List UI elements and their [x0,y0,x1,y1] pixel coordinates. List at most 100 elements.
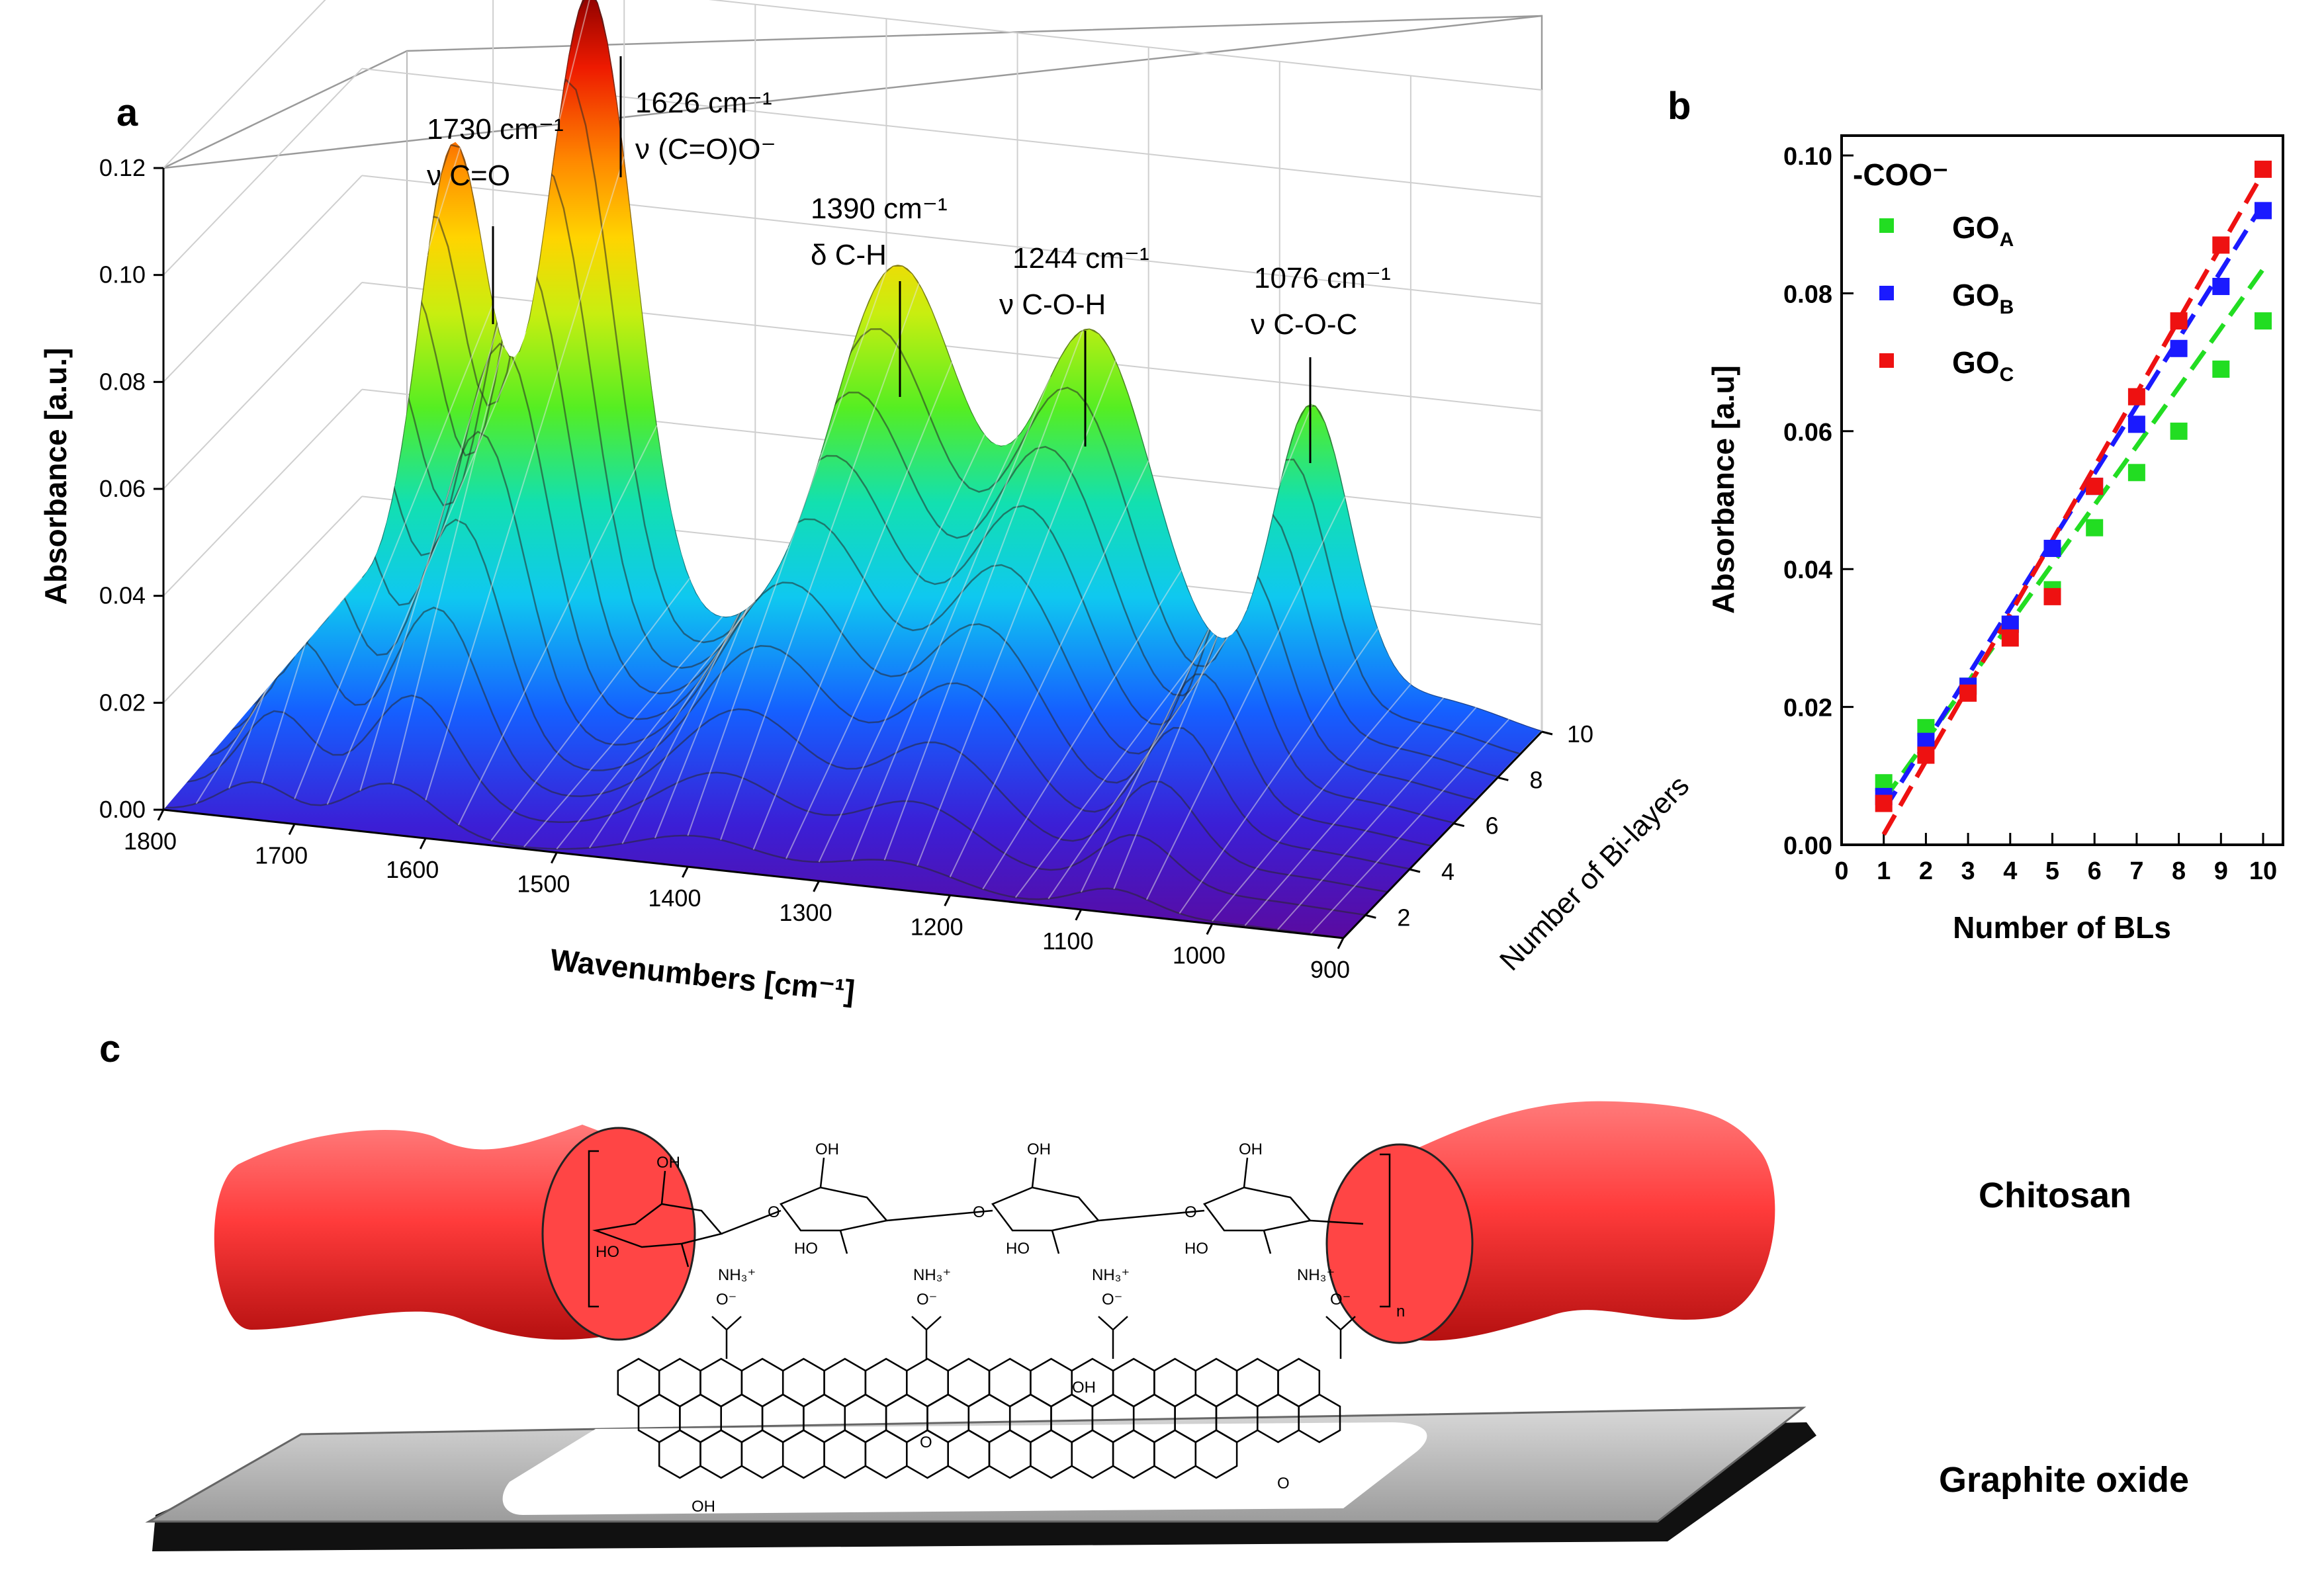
point-goc [1875,795,1893,812]
svg-text:HO: HO [1006,1240,1030,1258]
plot-frame [1840,134,2284,846]
chitosan-label: Chitosan [1979,1176,2131,1215]
absorbance-axis-ticks: 0.00 0.02 0.04 0.06 0.08 0.10 0.12 [99,154,163,823]
bilayer-tick-label: 10 [1567,720,1593,748]
panel-a-letter: a [116,91,138,134]
point-goc [2086,478,2104,495]
peak-1076-wavenumber: 1076 cm⁻¹ [1254,262,1391,294]
b-y-tick-label: 0.06 [1783,419,1832,447]
point-goc [2212,236,2230,254]
b-y-tick-label: 0.10 [1783,143,1832,171]
point-gob [2170,339,2188,357]
aromatic-ring [617,1357,660,1408]
point-gob [2127,415,2145,433]
wavenumber-tick-label: 900 [1310,956,1350,983]
aromatic-ring [823,1357,867,1408]
svg-text:n: n [1396,1303,1405,1320]
wavenumber-axis-title: Wavenumbers [cm⁻¹] [549,942,856,1008]
aromatic-ring [1194,1357,1238,1408]
bilayer-tick-label: 8 [1529,766,1542,793]
point-goc [2255,160,2272,178]
data-points [1875,160,2272,812]
svg-text:O: O [1184,1203,1197,1221]
svg-text:OH: OH [656,1154,680,1172]
absorbance-tick-label: 0.12 [99,154,146,181]
svg-text:O: O [1277,1475,1290,1492]
panel-b-scatter-plot: b 0 1 2 3 4 5 6 7 8 9 10 0.00 0.02 0.04 0.06 0.08 0.10 A… [1668,85,2284,945]
legend: -COO⁻ GOA GOB GOC [1853,157,2014,386]
peak-1730-mode: ν C=O [427,159,510,192]
bilayer-tick-label: 6 [1486,812,1499,840]
svg-text:NH₃⁺: NH₃⁺ [1092,1266,1130,1284]
absorbance-tick-label: 0.08 [99,368,146,395]
aromatic-ring [658,1357,701,1408]
aromatic-ring [988,1357,1032,1408]
aromatic-ring [782,1357,825,1408]
legend-label-goc: GOC [1952,345,2014,386]
point-goa [2255,312,2272,330]
peak-1626-mode: ν (C=O)O⁻ [635,133,776,165]
wavenumber-tick-label: 1100 [1042,927,1093,955]
panel-c-letter: c [99,1027,120,1070]
aromatic-ring [906,1357,949,1408]
peak-1076-mode: ν C-O-C [1251,308,1357,341]
svg-text:O⁻: O⁻ [916,1291,937,1309]
svg-text:O⁻: O⁻ [1102,1291,1122,1309]
graphite-oxide-label: Graphite oxide [1939,1460,2189,1500]
aromatic-ring [740,1357,784,1408]
b-x-tick-label: 8 [2172,857,2186,885]
svg-text:O: O [973,1203,985,1221]
wavenumber-tick-label: 1600 [386,856,439,883]
svg-text:O⁻: O⁻ [1330,1291,1351,1309]
b-x-tick-label: 0 [1834,857,1848,885]
chitosan-cylinder-right [1325,1101,1775,1344]
svg-text:OH: OH [1027,1141,1051,1158]
point-goc [1917,746,1935,764]
fit-line-goc [1881,171,2266,836]
wavenumber-tick-label: 1200 [911,913,963,940]
legend-swatch-goa [1879,218,1894,233]
graphene-oxide-labels: O⁻ O⁻ O⁻ O⁻ OH OH O O [692,1291,1351,1516]
fit-line-gob [1881,202,2265,812]
svg-text:O⁻: O⁻ [716,1291,737,1309]
point-goc [2127,388,2145,406]
b-x-tick-label: 2 [1919,857,1933,885]
svg-text:OH: OH [1072,1379,1096,1397]
bilayer-axis-ticks: 2 4 6 8 10 [1364,720,1593,931]
b-x-tick-label: 10 [2249,857,2277,885]
absorbance-tick-label: 0.06 [99,475,146,502]
legend-title: -COO⁻ [1853,157,1948,192]
svg-text:HO: HO [1184,1240,1208,1258]
bilayer-tick-label: 4 [1441,858,1454,885]
point-goa [2170,422,2188,440]
peak-1390-mode: δ C-H [811,239,887,271]
aromatic-ring [1298,1393,1341,1443]
svg-text:NH₃⁺: NH₃⁺ [1297,1266,1335,1284]
aromatic-ring [1030,1357,1073,1408]
svg-text:OH: OH [692,1498,715,1516]
aromatic-ring [947,1357,991,1408]
point-goc [1959,684,1977,702]
svg-text:NH₃⁺: NH₃⁺ [718,1266,756,1284]
svg-text:O: O [920,1434,932,1451]
point-goc [2043,587,2061,605]
b-x-tick-label: 4 [2003,857,2017,885]
absorbance-tick-label: 0.10 [99,261,146,288]
b-x-tick-label: 1 [1877,857,1891,885]
bilayer-tick-label: 2 [1397,904,1410,931]
point-goa [2086,519,2104,537]
b-x-tick-label: 9 [2214,857,2228,885]
panel-c-schematic: c [99,1027,2189,1551]
peak-annotations [492,56,1312,463]
b-x-tick-label: 7 [2129,857,2143,885]
b-x-axis-title: Number of BLs [1953,910,2171,945]
aromatic-ring [1235,1357,1279,1408]
chitosan-labels: OH OH OH OH HO HO HO HO NH₃⁺ NH₃⁺ NH₃⁺ N… [596,1141,1405,1320]
legend-label-gob: GOB [1952,278,2014,318]
absorbance-surface [163,0,1542,939]
peak-1244-wavenumber: 1244 cm⁻¹ [1012,242,1149,275]
b-y-axis-title: Absorbance [a.u] [1706,365,1740,614]
aromatic-ring [1194,1429,1238,1479]
graphene-oxide-rings [617,1357,1341,1479]
